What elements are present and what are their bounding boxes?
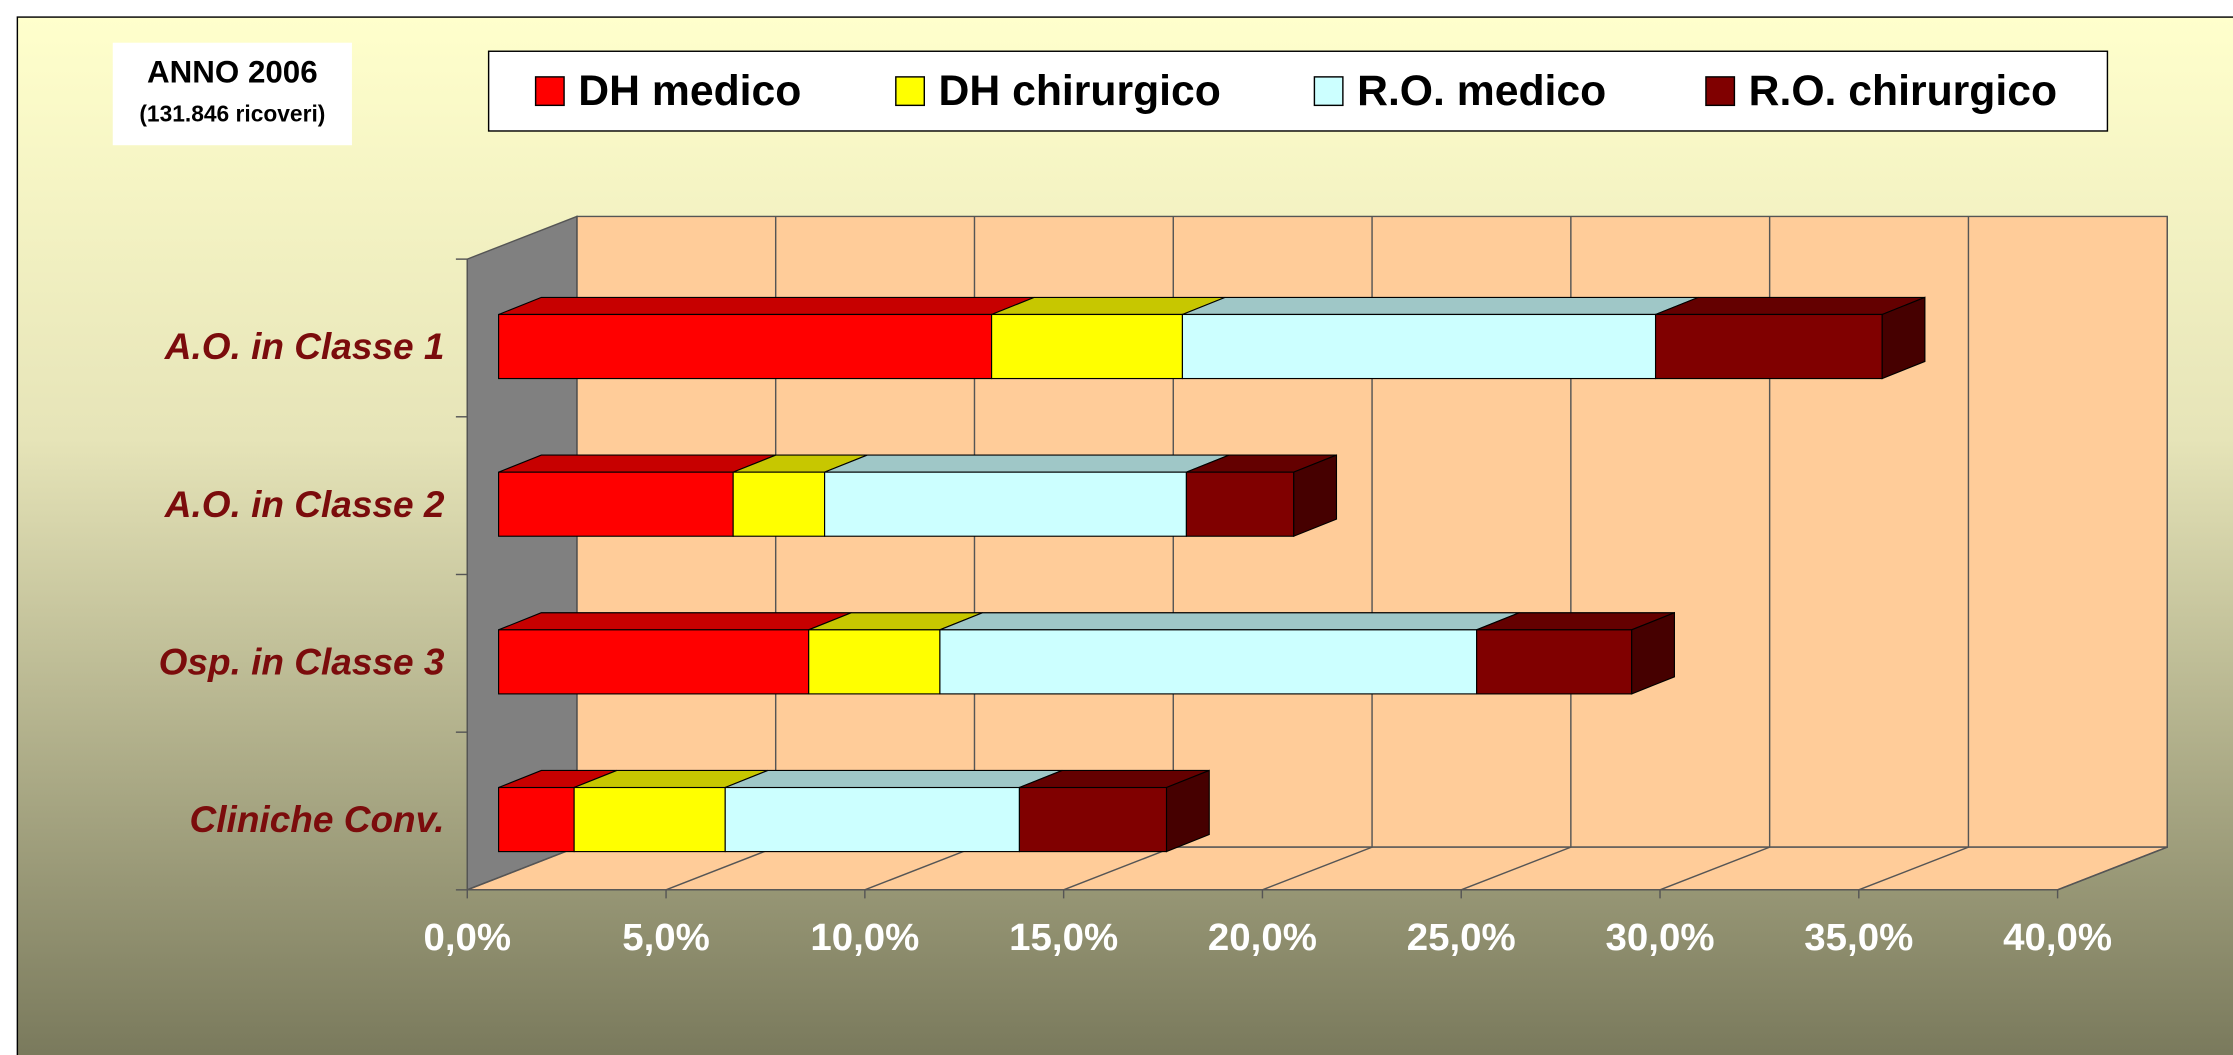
x-tick-label: 20,0% [1208,916,1317,959]
legend-swatch [534,76,565,107]
bar [1181,313,1657,380]
bar-side [1631,611,1675,695]
bar-top [725,769,1063,789]
bar [939,629,1478,695]
bar-top [498,454,777,473]
bar [498,313,993,380]
bar-top [1655,296,1926,316]
legend-label: R.O. chirurgico [1749,67,2057,115]
y-tick-label: A.O. in Classe 1 [164,325,445,367]
annotation: (131.846 ricoveri) [139,100,325,126]
legend-swatch [1705,76,1736,107]
bar-segment [498,296,1035,380]
bar-segment [498,454,777,537]
legend-label: DH medico [578,67,801,115]
bar-segment [939,612,1520,695]
bar [1654,313,1883,380]
grid-line [1659,216,1771,891]
bar-segment [824,454,1230,537]
y-tick-label: Osp. in Classe 3 [159,640,445,682]
bar [1185,471,1295,537]
bar [498,786,575,853]
bar-segment [1654,296,1926,380]
bar-segment [991,296,1226,380]
x-tick-label: 35,0% [1804,916,1913,959]
grid-line [2057,216,2168,891]
y-tick-label: A.O. in Classe 2 [164,483,445,525]
bar [824,471,1187,537]
bar-segment [573,769,769,853]
bar-segment [1476,611,1675,695]
bar-segment [808,612,983,695]
bar [808,629,941,695]
x-tick-label: 10,0% [810,916,919,959]
annotation-box [112,42,352,146]
legend [487,50,2109,132]
bar [498,629,810,695]
legend-swatch [1313,76,1344,107]
x-tick-label: 15,0% [1009,916,1118,959]
bar-top [498,296,1035,316]
y-tick-label: Cliniche Conv. [190,798,445,840]
bar-segment [1185,454,1338,538]
x-tick-label: 30,0% [1606,916,1715,959]
x-tick-label: 25,0% [1407,916,1516,959]
grid-line [1858,216,1970,891]
bar-side [1293,454,1338,538]
bar [573,786,726,853]
bar-top [1182,296,1699,316]
bar [1018,786,1168,853]
x-tick-label: 5,0% [622,916,710,959]
bar-segment [1181,296,1699,380]
x-tick-label: 40,0% [2003,916,2112,959]
bar [498,471,734,537]
annotation: ANNO 2006 [147,54,318,89]
bar-top [498,612,852,631]
bar-side [1881,296,1926,380]
bar [1476,629,1633,695]
bar-top [824,454,1230,473]
bar-segment [724,769,1063,853]
bar [724,786,1020,853]
bar-segment [498,612,852,695]
legend-label: DH chirurgico [939,67,1221,115]
grid-line [1262,216,1373,891]
bar-segment [1018,769,1210,853]
legend-swatch [895,76,926,107]
legend-label: R.O. medico [1357,67,1606,115]
bar [991,313,1184,380]
bar [732,471,826,537]
grid-line [1460,216,1572,891]
bar-segment [732,454,868,537]
bar-side [1165,769,1210,853]
bar-top [939,612,1520,631]
bar-segment [498,769,618,853]
x-tick-label: 0,0% [423,916,511,959]
